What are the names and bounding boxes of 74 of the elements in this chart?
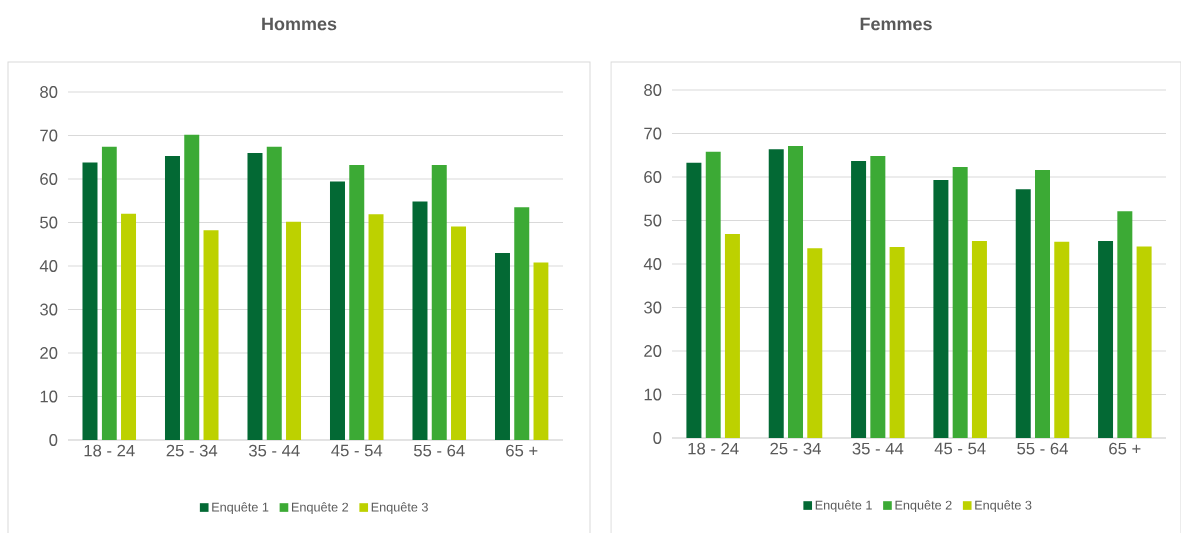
y-tick-label: 20 <box>644 345 662 357</box>
bar <box>705 151 721 438</box>
legend-label: Enquête 1 <box>212 502 269 515</box>
bar <box>933 180 949 438</box>
y-tick-label: 60 <box>644 171 662 183</box>
bar <box>1136 246 1152 438</box>
bar <box>889 247 905 438</box>
y-tick-label: 60 <box>40 173 58 185</box>
bar <box>807 248 823 438</box>
x-tick-label: 55 - 64 <box>413 444 465 457</box>
bar <box>724 233 740 438</box>
legend-label: Enquête 2 <box>895 500 952 513</box>
bar <box>121 213 137 440</box>
x-tick-label: 65 + <box>506 444 538 457</box>
y-tick-label: 40 <box>643 258 662 270</box>
y-tick-label: 30 <box>644 301 662 314</box>
x-tick-label: 18 - 24 <box>84 444 135 457</box>
bar <box>768 149 784 438</box>
bar <box>686 162 702 438</box>
x-tick-label: 65 + <box>1109 442 1141 455</box>
x-tick-label: 35 - 44 <box>248 444 300 457</box>
legend-label: Enquête 1 <box>815 500 872 513</box>
bar <box>266 146 282 440</box>
y-tick-label: 70 <box>40 129 58 142</box>
bar <box>870 156 886 438</box>
y-tick-label: 30 <box>40 303 58 316</box>
bar <box>82 162 98 440</box>
chart-title: Hommes <box>262 17 337 31</box>
bar <box>971 240 987 438</box>
bar <box>329 181 345 440</box>
bar <box>952 167 968 438</box>
legend-label: Enquête 3 <box>371 502 428 515</box>
x-tick-label: 18 - 24 <box>688 442 739 455</box>
bar <box>1098 240 1114 438</box>
bar <box>203 230 219 440</box>
x-tick-label: 25 - 34 <box>770 442 821 455</box>
bar <box>412 201 428 440</box>
bar <box>368 214 384 440</box>
legend-label: Enquête 2 <box>292 502 349 515</box>
legend-label: Enquête 3 <box>975 500 1032 513</box>
y-tick-label: 70 <box>644 127 662 140</box>
x-tick-label: 55 - 64 <box>1017 442 1068 455</box>
bar <box>851 160 867 438</box>
bar <box>101 146 117 440</box>
bar <box>164 155 180 440</box>
y-tick-label: 20 <box>40 347 58 359</box>
bar <box>514 207 530 440</box>
y-tick-label: 0 <box>653 432 662 444</box>
y-tick-label: 0 <box>49 434 58 446</box>
bar <box>1117 211 1133 438</box>
x-tick-label: 45 - 54 <box>934 442 986 455</box>
bar <box>1035 170 1050 438</box>
y-tick-label: 10 <box>644 388 662 401</box>
y-tick-label: 40 <box>39 260 58 272</box>
bar <box>788 146 804 438</box>
bar <box>451 226 467 440</box>
bar <box>349 165 365 440</box>
x-tick-label: 35 - 44 <box>852 442 904 455</box>
bar <box>533 262 549 440</box>
y-tick-label: 50 <box>644 214 662 227</box>
chart-title: Femmes <box>860 17 932 31</box>
bar <box>1015 189 1031 438</box>
y-tick-label: 80 <box>644 84 662 96</box>
y-tick-label: 50 <box>40 216 58 229</box>
bar <box>1054 241 1070 438</box>
bar <box>286 221 302 440</box>
y-tick-label: 10 <box>40 390 58 403</box>
x-tick-label: 25 - 34 <box>166 444 218 457</box>
x-tick-label: 45 - 54 <box>331 444 383 457</box>
y-tick-label: 80 <box>40 86 58 98</box>
bar <box>431 165 447 440</box>
bar <box>494 252 510 440</box>
bar <box>184 134 200 440</box>
bar <box>247 152 263 440</box>
